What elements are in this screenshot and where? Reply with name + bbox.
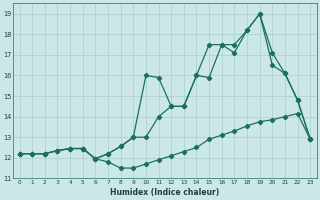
X-axis label: Humidex (Indice chaleur): Humidex (Indice chaleur) [110, 188, 220, 197]
